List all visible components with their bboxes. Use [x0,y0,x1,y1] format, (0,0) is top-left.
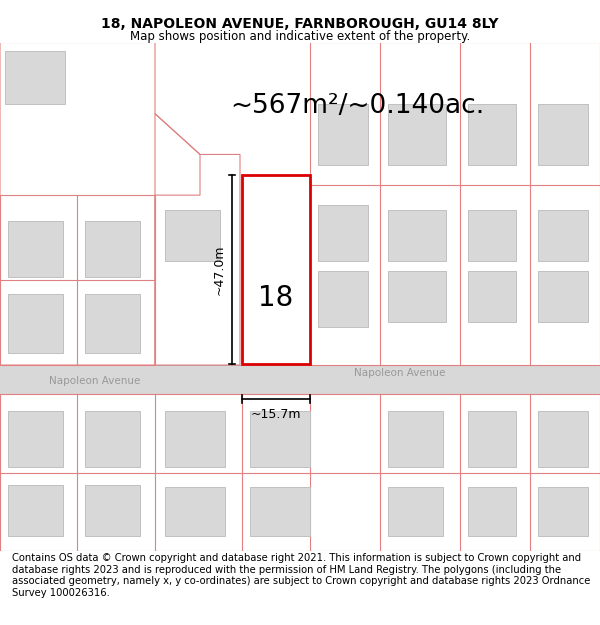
Bar [0,365,600,394]
Bar [165,487,225,536]
Text: ~567m²/~0.140ac.: ~567m²/~0.140ac. [230,92,484,119]
Bar [8,411,63,467]
Bar [250,487,310,536]
Bar [318,205,368,261]
Bar [538,411,588,467]
Bar [85,221,140,276]
Bar [85,485,140,536]
Text: Napoleon Avenue: Napoleon Avenue [49,376,140,386]
Bar [85,294,140,353]
Bar [8,485,63,536]
Bar [388,487,443,536]
Bar [5,51,65,104]
Bar [468,487,516,536]
Bar [468,104,516,164]
Bar [318,104,368,164]
Bar [538,104,588,164]
Bar [165,211,220,261]
Bar [388,271,446,322]
Bar [468,411,516,467]
Bar [318,271,368,328]
Bar [538,271,588,322]
Bar [388,411,443,467]
Bar [85,411,140,467]
Bar [538,487,588,536]
Bar [8,221,63,276]
Text: 18, NAPOLEON AVENUE, FARNBOROUGH, GU14 8LY: 18, NAPOLEON AVENUE, FARNBOROUGH, GU14 8… [101,17,499,31]
Bar [165,411,225,467]
Text: ~15.7m: ~15.7m [251,408,301,421]
Text: 18: 18 [259,284,293,312]
Text: ~47.0m: ~47.0m [213,244,226,294]
Bar [242,175,310,364]
Bar [388,104,446,164]
Bar [8,294,63,353]
Text: Map shows position and indicative extent of the property.: Map shows position and indicative extent… [130,30,470,42]
Bar [468,211,516,261]
Text: Contains OS data © Crown copyright and database right 2021. This information is : Contains OS data © Crown copyright and d… [12,553,590,598]
Text: Napoleon Avenue: Napoleon Avenue [355,368,446,378]
Bar [538,211,588,261]
Bar [250,411,310,467]
Bar [468,271,516,322]
Bar [388,211,446,261]
